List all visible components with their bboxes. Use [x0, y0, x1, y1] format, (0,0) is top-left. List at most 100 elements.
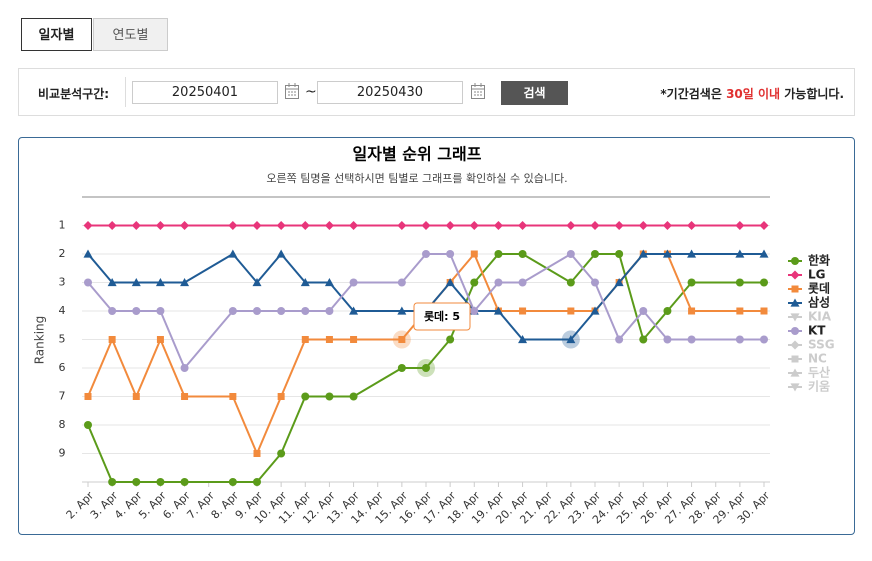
legend-item[interactable]: 삼성 [788, 295, 830, 310]
legend-item[interactable]: 두산 [788, 365, 830, 380]
data-point [662, 221, 672, 230]
legend-item[interactable]: LG [788, 268, 826, 282]
legend-item[interactable]: 롯데 [788, 281, 830, 296]
series-line [570, 310, 596, 341]
data-point [518, 335, 528, 344]
tooltip-box [413, 302, 471, 331]
series-line [353, 367, 403, 398]
legend-item[interactable]: NC [788, 352, 827, 366]
tab-daily[interactable]: 일자별 [21, 18, 92, 51]
data-point [639, 335, 648, 344]
data-point [325, 392, 334, 401]
data-point [518, 221, 528, 230]
data-point [180, 278, 190, 287]
chart-subtitle: 오른쪽 팀명을 선택하시면 팀별로 그래프를 확인하실 수 있습니다. [266, 171, 567, 185]
data-point [518, 250, 527, 258]
data-point [132, 393, 140, 400]
range-separator: ~ [305, 84, 317, 100]
data-point [566, 278, 575, 287]
calendar-icon[interactable] [285, 83, 299, 99]
data-point [397, 364, 406, 372]
tab-yearly[interactable]: 연도별 [93, 18, 168, 51]
data-point [614, 278, 624, 287]
legend-item[interactable]: 키움 [788, 379, 830, 394]
data-point [397, 278, 406, 287]
data-point [759, 221, 769, 230]
series-line [280, 396, 307, 454]
series-line [87, 339, 114, 397]
data-point [422, 364, 430, 372]
data-point [735, 335, 744, 344]
legend-item[interactable]: KT [788, 324, 826, 338]
legend-marker [790, 313, 800, 322]
series-line [256, 452, 282, 483]
y-tick-label: 2 [59, 247, 66, 260]
data-point [639, 307, 648, 315]
search-bar: 비교분석구간: 20250401 ~ 20250430 검색 *기간검색은 30… [18, 68, 855, 116]
legend-item[interactable]: 한화 [788, 253, 830, 268]
data-point [397, 306, 407, 315]
legend-marker [791, 327, 799, 335]
data-point [566, 250, 575, 258]
calendar-icon[interactable] [471, 83, 485, 99]
series-line [256, 396, 283, 454]
data-point [108, 307, 117, 315]
series-line [449, 253, 476, 312]
series-line [618, 253, 645, 284]
data-point [132, 307, 141, 315]
data-point [421, 221, 431, 230]
start-date[interactable]: 20250401 [132, 81, 278, 104]
y-tick-label: 7 [59, 390, 66, 403]
data-point [301, 392, 310, 401]
data-point [107, 221, 117, 230]
data-point [470, 278, 479, 287]
data-point [469, 221, 479, 230]
chart-box [18, 137, 855, 535]
data-point [131, 221, 141, 230]
data-point [83, 249, 93, 258]
data-point [277, 307, 286, 315]
series-line [87, 424, 114, 483]
data-point [470, 250, 478, 258]
data-point [132, 478, 141, 486]
data-point [760, 335, 768, 344]
data-point [638, 249, 648, 258]
tooltip-text: 롯데: 5 [424, 309, 460, 323]
data-point [615, 335, 624, 344]
search-button[interactable]: 검색 [501, 81, 568, 105]
data-point [253, 307, 261, 315]
series-line [280, 253, 307, 284]
series-line [497, 310, 524, 341]
y-tick-label: 8 [59, 418, 66, 431]
data-point [590, 306, 600, 315]
legend-item[interactable]: KIA [788, 310, 832, 324]
data-point [108, 478, 117, 486]
legend-label: 롯데 [808, 281, 830, 296]
data-point [591, 278, 599, 287]
data-point [687, 278, 696, 287]
data-point [325, 307, 334, 315]
data-point [156, 478, 165, 486]
data-point [349, 221, 359, 230]
legend-label: 키움 [808, 379, 830, 394]
series-line [618, 310, 645, 341]
data-point [349, 306, 359, 315]
series-line [594, 281, 620, 312]
end-date[interactable]: 20250430 [317, 81, 463, 104]
search-note: *기간검색은 30일 이내 가능합니다. [660, 85, 844, 102]
data-point [519, 307, 527, 315]
note-highlight: 30일 이내 [726, 87, 781, 101]
legend-marker [791, 355, 799, 363]
series-line [594, 282, 621, 340]
data-point [566, 221, 576, 230]
data-point [301, 336, 309, 343]
legend-item[interactable]: SSG [788, 338, 835, 352]
series-line [642, 310, 669, 341]
data-point [397, 221, 407, 230]
search-label: 비교분석구간: [38, 87, 110, 101]
divider [125, 77, 126, 107]
data-point [445, 278, 455, 287]
series-line [256, 253, 282, 284]
data-point [229, 393, 237, 400]
